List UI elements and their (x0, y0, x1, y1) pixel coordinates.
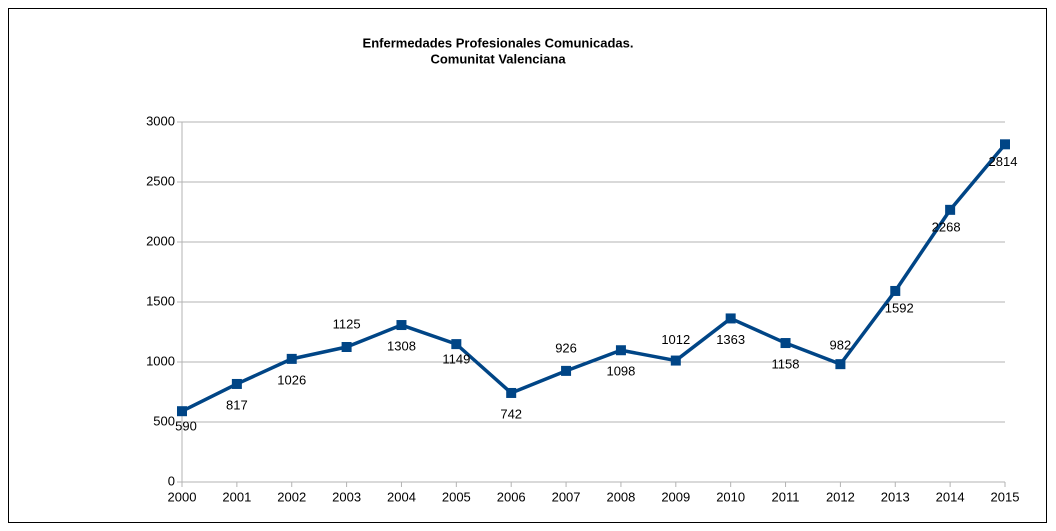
y-tick-label: 2500 (146, 173, 175, 188)
data-label: 982 (830, 338, 852, 353)
x-tick-label: 2011 (772, 489, 800, 504)
data-point (506, 387, 517, 398)
data-point (835, 359, 846, 370)
x-tick-label: 2008 (606, 489, 635, 504)
data-point (725, 313, 736, 324)
data-label: 1012 (661, 332, 690, 347)
x-tick-label: 2002 (277, 489, 306, 504)
data-label: 1308 (387, 338, 416, 353)
x-tick-label: 2009 (661, 489, 690, 504)
data-point (561, 365, 572, 376)
data-label: 2814 (989, 154, 1018, 169)
data-point (890, 285, 901, 296)
data-label: 2268 (932, 219, 961, 234)
data-label: 742 (500, 406, 522, 421)
data-label: 926 (555, 340, 577, 355)
x-tick-label: 2004 (387, 489, 416, 504)
data-label: 1149 (442, 352, 470, 367)
y-tick-label: 2000 (146, 233, 175, 248)
data-point (615, 345, 626, 356)
x-tick-label: 2010 (716, 489, 745, 504)
chart-frame (8, 8, 1047, 523)
data-point (286, 353, 297, 364)
data-label: 590 (175, 419, 197, 434)
y-tick-label: 3000 (146, 113, 175, 128)
x-tick-label: 2014 (936, 489, 965, 504)
data-label: 1026 (277, 372, 306, 387)
y-tick-label: 1000 (146, 353, 175, 368)
y-tick-label: 1500 (146, 293, 175, 308)
x-tick-label: 2013 (881, 489, 910, 504)
x-tick-label: 2006 (497, 489, 526, 504)
x-tick-label: 2003 (332, 489, 361, 504)
data-point (341, 342, 352, 352)
x-tick-label: 2015 (991, 489, 1020, 504)
data-point (780, 338, 791, 349)
data-label: 1363 (716, 332, 745, 347)
data-label: 1158 (772, 356, 800, 371)
data-label: 817 (226, 397, 248, 412)
data-line (181, 143, 1007, 413)
chart-title: Comunitat Valenciana (430, 51, 566, 66)
data-point (177, 406, 187, 417)
y-tick-label: 500 (153, 413, 175, 428)
x-tick-label: 2012 (826, 489, 855, 504)
y-tick-label: 0 (168, 473, 175, 488)
data-label: 1592 (885, 300, 914, 315)
data-label: 1125 (333, 316, 361, 331)
chart-title: Enfermedades Profesionales Comunicadas. (363, 35, 634, 50)
data-point (1000, 139, 1010, 150)
x-tick-label: 2005 (442, 489, 471, 504)
data-point (945, 204, 956, 215)
data-label: 1098 (606, 364, 635, 379)
data-point (396, 320, 407, 331)
data-point (670, 355, 681, 366)
x-tick-label: 2000 (168, 489, 197, 504)
x-tick-label: 2007 (552, 489, 581, 504)
x-tick-label: 2001 (222, 489, 251, 504)
data-point (231, 378, 242, 389)
data-point (451, 339, 462, 350)
